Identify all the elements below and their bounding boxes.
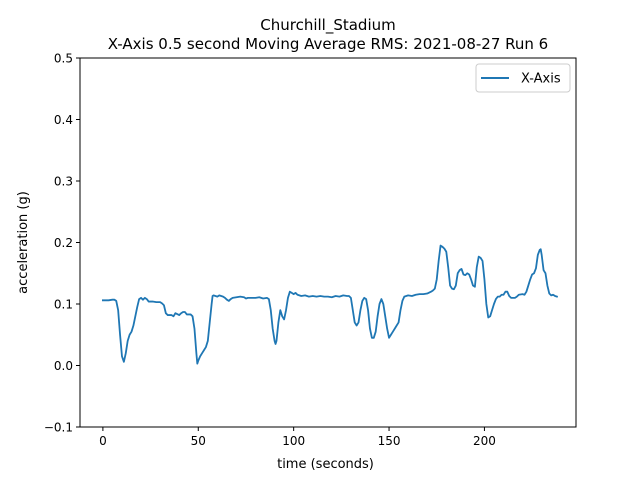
axes: 0 50 100 150 200 −0.1 0.0 0.1 0.2 0.3 0.4 0.5 [44,52,577,448]
y-tick-label: 0.0 [54,359,73,373]
y-tick-label: 0.5 [54,52,73,66]
y-tick-label: 0.1 [54,298,73,312]
legend-label-x-axis: X-Axis [521,72,561,87]
series-line-0 [101,244,559,365]
y-axis-label: acceleration (g) [16,191,31,294]
x-tick-label: 0 [99,434,107,448]
x-tick-label: 150 [378,434,401,448]
y-tick-label: 0.4 [54,113,73,127]
y-tick-label: −0.1 [44,421,73,435]
x-axis-label: time (seconds) [277,457,374,472]
legend-box [475,63,571,93]
chart-title-line1: Churchill_Stadium [260,16,395,35]
x-tick-label: 100 [282,434,305,448]
x-tick-label: 200 [473,434,496,448]
chart-title-line2: X-Axis 0.5 second Moving Average RMS: 20… [108,35,548,53]
x-tick-label: 50 [191,434,206,448]
legend: X-Axis [475,63,571,93]
plot-area [101,244,559,365]
y-tick-label: 0.2 [54,236,73,250]
y-tick-label: 0.3 [54,175,73,189]
